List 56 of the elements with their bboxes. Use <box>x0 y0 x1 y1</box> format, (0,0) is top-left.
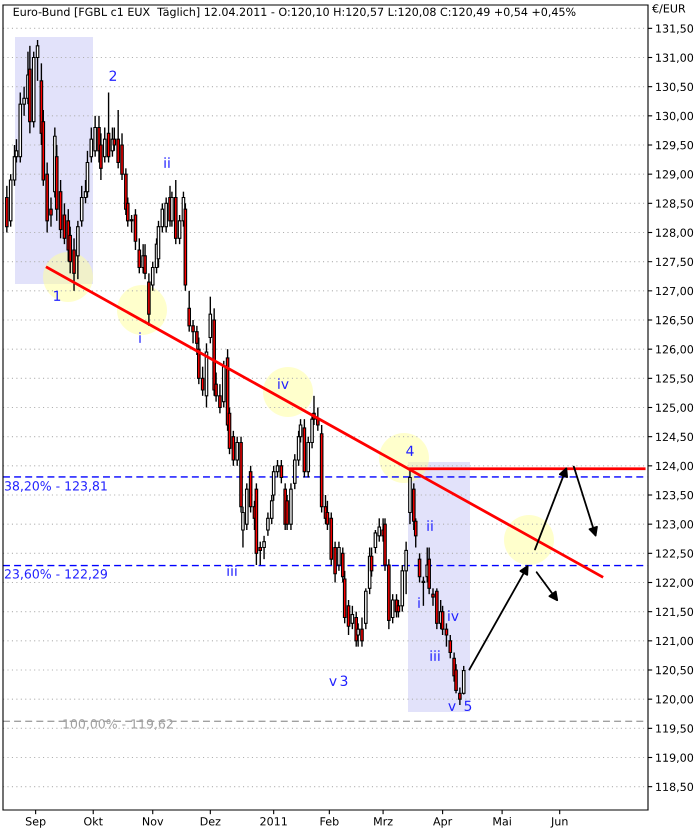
x-tick-label: Mrz <box>374 817 393 826</box>
annotation: 3 <box>340 676 348 686</box>
x-tick-label: 2011 <box>260 817 287 826</box>
y-tick-label: 130,50 <box>656 82 694 92</box>
annotation: 4 <box>406 446 414 456</box>
y-tick-label: 125,00 <box>656 403 694 414</box>
y-axis-title: €/EUR <box>652 4 686 14</box>
x-tick-label: Okt <box>84 816 103 826</box>
x-tick-label: Nov <box>142 817 164 826</box>
annotation: iv <box>278 378 289 389</box>
y-tick-label: 119,50 <box>656 724 694 734</box>
y-tick-label: 129,00 <box>656 170 694 180</box>
x-tick-label: Feb <box>320 816 339 826</box>
x-tick-label: Sep <box>26 817 46 828</box>
y-tick-label: 126,50 <box>656 316 694 326</box>
y-tick-label: 123,50 <box>656 490 694 501</box>
annotation: v <box>329 678 337 686</box>
annotation: i <box>418 597 420 608</box>
x-tick-label: Apr <box>433 817 452 828</box>
annotation: 2 <box>110 70 116 81</box>
annotation: iii <box>228 565 236 576</box>
y-tick-label: 129,50 <box>656 140 694 151</box>
annotation: 1 <box>54 290 60 301</box>
y-tick-label: 122,50 <box>656 549 694 559</box>
y-tick-label: 127,00 <box>656 286 694 296</box>
y-tick-label: 124,50 <box>656 432 694 442</box>
y-tick-label: 123,00 <box>656 520 694 530</box>
annotation: v <box>448 703 456 711</box>
x-tick-label: Mai <box>493 816 511 826</box>
y-tick-label: 126,00 <box>656 345 694 355</box>
y-tick-label: 119,00 <box>656 753 694 764</box>
x-tick-label: Jun <box>550 817 568 828</box>
chart-title: Euro-Bund [FGBL c1 EUX Täglich] 12.04.2011 - O:120,10 H:120,57 L:120,08 C:120,49 +0,54 +0,45% <box>14 7 576 18</box>
x-tick-label: Dez <box>200 817 220 826</box>
y-tick-label: 125,50 <box>656 374 694 384</box>
annotation: ii <box>427 520 433 531</box>
y-tick-label: 118,50 <box>656 782 694 792</box>
y-tick-label: 128,00 <box>656 228 694 238</box>
y-tick-label: 131,00 <box>656 53 694 64</box>
y-tick-label: 130,00 <box>656 112 694 122</box>
y-tick-label: 120,00 <box>656 695 694 705</box>
annotation: i <box>139 332 141 343</box>
y-tick-label: 128,50 <box>656 199 694 209</box>
y-tick-label: 121,00 <box>656 636 694 646</box>
annotation: 23,60% - 122,29 <box>4 569 107 580</box>
annotation: 38,20% - 123,81 <box>4 481 107 492</box>
annotation: ii <box>164 157 170 168</box>
annotation: 5 <box>464 700 472 712</box>
y-tick-label: 127,50 <box>656 258 694 268</box>
y-tick-label: 120,50 <box>656 666 694 676</box>
y-tick-label: 121,50 <box>656 608 694 618</box>
annotation: iii <box>430 650 440 661</box>
y-tick-label: 124,00 <box>656 462 694 472</box>
y-tick-label: 131,50 <box>656 24 694 34</box>
y-tick-label: 122,00 <box>656 578 694 588</box>
annotation: iv <box>448 610 459 621</box>
